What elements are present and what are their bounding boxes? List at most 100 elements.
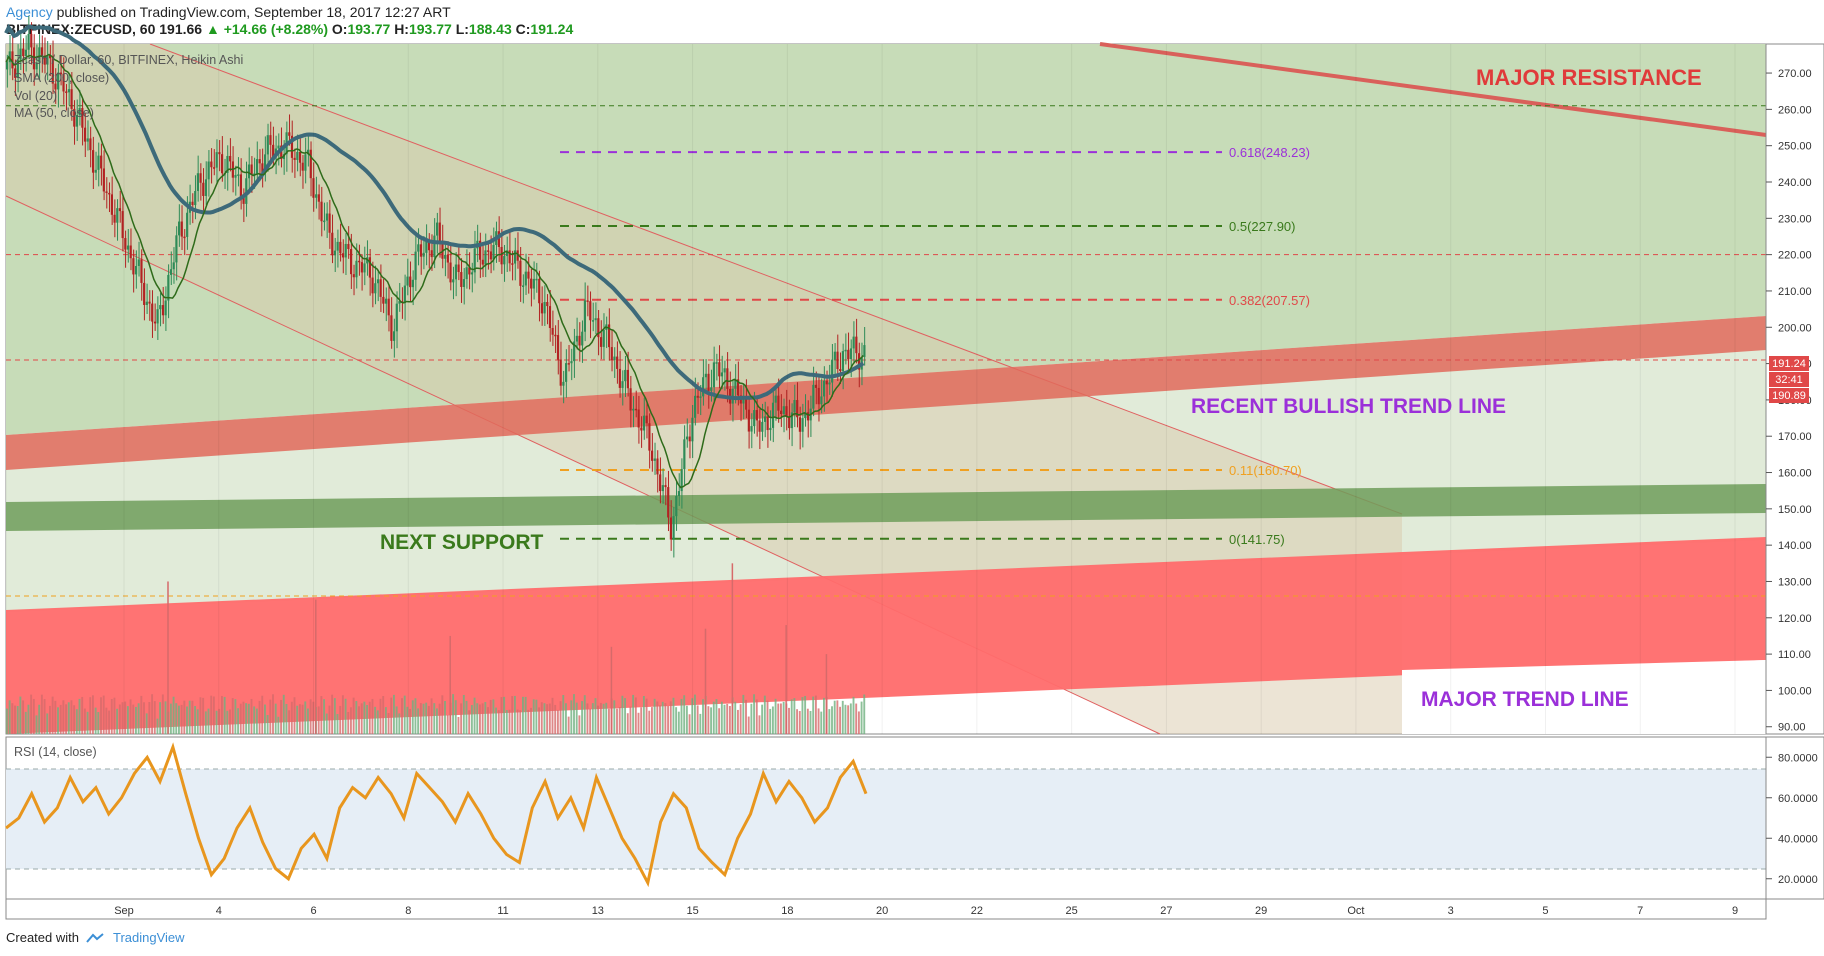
volume-bar (608, 708, 610, 734)
candle-body (344, 243, 347, 258)
volume-bar (92, 695, 94, 734)
candle-body (379, 279, 382, 297)
candle-body (479, 240, 482, 260)
candle-body (624, 369, 627, 382)
volume-bar (390, 697, 393, 734)
volume-bar (616, 708, 618, 734)
candle-body (167, 274, 170, 301)
candle-body (581, 331, 584, 346)
rsi-axis (1765, 736, 1824, 900)
candle-body (180, 221, 183, 237)
last-price-badge-text: 191.24 (1772, 358, 1806, 370)
volume-bar (508, 709, 511, 734)
volume-bar (737, 709, 739, 734)
candle-body (702, 377, 705, 397)
volume-bar (282, 694, 285, 734)
volume-bar (191, 700, 194, 734)
rsi-line (5, 742, 868, 888)
candle-body (452, 279, 455, 283)
volume-bar (78, 698, 81, 734)
volume-bar (578, 715, 581, 734)
volume-bar (16, 705, 19, 734)
candle-body (118, 208, 122, 212)
volume-bar (116, 708, 119, 734)
volume-bar (653, 698, 656, 734)
major-resistance-line (1099, 42, 1767, 137)
volume-bar (161, 694, 164, 734)
countdown-badge (1769, 372, 1809, 387)
volume-bar (543, 703, 546, 734)
tradingview-link[interactable]: TradingView (112, 930, 185, 945)
x-tick-label: 25 (1066, 905, 1078, 917)
candle-body (468, 267, 471, 275)
low-label: L: (455, 21, 469, 37)
candle-body (296, 151, 299, 160)
time-axis[interactable] (5, 898, 1767, 920)
candle-body (796, 400, 799, 418)
price-change: ▲ +14.66 (+8.28%) (205, 21, 329, 37)
volume-bar (814, 695, 817, 734)
volume-bar (629, 706, 632, 734)
candle-body (151, 303, 154, 322)
candle-body (645, 415, 648, 424)
candle-body (169, 269, 173, 275)
volume-bar (683, 695, 686, 734)
candle-body (610, 347, 613, 361)
volume-bar (135, 706, 137, 734)
candle-body (371, 277, 374, 294)
candle-body (376, 279, 380, 284)
candle-body (59, 72, 62, 75)
volume-bar (505, 710, 508, 734)
x-tick-label: 4 (216, 905, 222, 917)
candle-body (817, 387, 820, 405)
volume-bar (331, 694, 334, 734)
volume-bar (720, 701, 723, 734)
candle-body (487, 250, 490, 252)
candle-body (527, 271, 530, 279)
volume-bar (836, 700, 839, 734)
candle-body (806, 412, 810, 421)
volume-bar (548, 703, 551, 734)
volume-bar (831, 706, 833, 734)
candle-body (73, 108, 76, 127)
volume-bar (307, 708, 309, 734)
volume-bar (137, 703, 140, 734)
candle-body (554, 334, 557, 337)
volume-bar (75, 709, 78, 734)
candle-body (769, 427, 772, 431)
candle-body (597, 318, 600, 338)
candle-body (355, 260, 358, 278)
candle-body (540, 303, 543, 314)
volume-bar (57, 707, 59, 734)
volume-bar (164, 701, 167, 734)
volume-bar (651, 707, 653, 734)
candle-body (143, 282, 146, 305)
volume-bar (538, 707, 541, 734)
volume-bar (89, 697, 92, 734)
publisher-link[interactable]: Agency (6, 4, 53, 20)
candle-body (758, 420, 761, 432)
candle-body (333, 250, 337, 256)
rsi-tick-label: 80.0000 (1778, 752, 1818, 764)
candle-body (831, 359, 834, 383)
candle-body (38, 47, 41, 63)
volume-bar (403, 695, 406, 734)
volume-bar (645, 698, 648, 734)
candle-body (780, 410, 783, 415)
volume-spike (704, 628, 707, 734)
candle-body (737, 379, 740, 396)
candle-body (105, 191, 108, 193)
volume-bar (417, 708, 420, 734)
legend-line4: MA (50, close) (14, 106, 94, 120)
high-value: 193.77 (408, 21, 452, 37)
legend-line2: SMA (200, close) (14, 71, 109, 85)
candle-body (395, 303, 398, 332)
volume-bar (484, 702, 487, 734)
volume-bar (796, 709, 799, 734)
volume-bar (857, 711, 860, 734)
volume-bar (798, 711, 801, 734)
candle-body (156, 309, 159, 324)
volume-bar (178, 705, 180, 734)
fibonacci-levels: 0.618(248.23) 0.5(227.90) 0.382(207.57) 0.1… (560, 145, 1310, 547)
